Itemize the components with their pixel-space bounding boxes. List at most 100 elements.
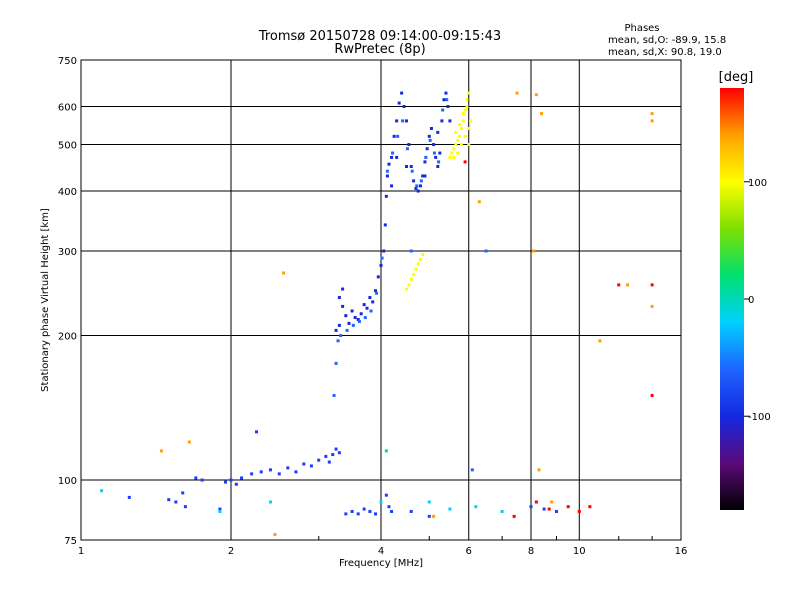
data-point	[337, 296, 341, 300]
data-point	[444, 91, 448, 95]
data-point	[347, 321, 351, 325]
data-point	[167, 498, 171, 502]
data-point	[512, 514, 516, 518]
data-point	[390, 155, 394, 159]
data-point	[418, 258, 422, 262]
data-point	[650, 304, 654, 308]
data-point	[469, 119, 473, 123]
data-point	[395, 119, 399, 123]
data-point	[419, 179, 423, 183]
data-point	[427, 514, 431, 518]
data-point	[427, 134, 431, 138]
data-point	[282, 271, 286, 275]
data-point	[376, 275, 380, 279]
data-point	[371, 300, 375, 304]
y-tick-label: 100	[58, 476, 77, 487]
data-point	[387, 162, 391, 166]
data-point	[218, 507, 222, 511]
x-tick-label: 2	[228, 546, 234, 557]
data-point	[467, 91, 471, 95]
data-point	[425, 147, 429, 151]
data-point	[416, 262, 420, 266]
data-point	[459, 143, 463, 147]
data-point	[218, 509, 222, 513]
data-point	[410, 169, 414, 173]
data-point	[384, 194, 388, 198]
data-point	[250, 472, 254, 476]
data-point	[334, 447, 338, 451]
data-point	[391, 151, 395, 155]
data-point	[434, 155, 438, 159]
data-point	[324, 454, 328, 458]
data-point	[650, 283, 654, 287]
data-point	[414, 186, 418, 190]
chart-subtitle: RwPretec (8p)	[334, 42, 425, 57]
x-tick-label: 16	[675, 546, 688, 557]
phase-stats-o: mean, sd,O: -89.9, 15.8	[608, 35, 726, 46]
data-point	[467, 126, 471, 130]
x-tick-label: 10	[573, 546, 586, 557]
data-point	[339, 334, 343, 338]
data-point	[254, 430, 258, 434]
data-point	[446, 105, 450, 109]
data-point	[416, 189, 420, 193]
data-point	[379, 500, 383, 504]
data-point	[350, 309, 354, 313]
data-point	[357, 319, 361, 323]
x-tick-label: 6	[466, 546, 472, 557]
data-point	[429, 126, 433, 130]
data-point	[477, 200, 481, 204]
data-point	[359, 312, 363, 316]
data-point	[380, 256, 384, 260]
data-point	[345, 328, 349, 332]
data-point	[368, 509, 372, 513]
data-point	[384, 493, 388, 497]
data-point	[384, 449, 388, 453]
phase-stats-header: Phases	[624, 23, 659, 34]
data-point	[344, 512, 348, 516]
data-point	[534, 500, 538, 504]
data-point	[369, 309, 373, 313]
data-point	[440, 119, 444, 123]
data-point	[450, 151, 454, 155]
data-point	[334, 328, 338, 332]
data-point	[404, 164, 408, 168]
data-point	[461, 112, 465, 116]
data-point	[588, 505, 592, 509]
phase-stats-x: mean, sd,X: 90.8, 19.0	[608, 47, 722, 58]
data-point	[547, 507, 551, 511]
data-point	[404, 287, 408, 291]
data-point	[412, 273, 416, 277]
data-point	[385, 174, 389, 178]
data-point	[465, 105, 469, 109]
data-point	[382, 249, 386, 253]
data-point	[368, 296, 372, 300]
data-point	[529, 505, 533, 509]
data-point	[500, 509, 504, 513]
data-point	[356, 317, 360, 321]
data-point	[337, 323, 341, 327]
y-tick-label: 200	[58, 332, 77, 343]
data-point	[259, 470, 263, 474]
data-point	[566, 505, 570, 509]
data-point	[385, 169, 389, 173]
data-point	[374, 289, 378, 293]
data-point	[363, 316, 367, 320]
data-point	[448, 507, 452, 511]
y-tick-label: 750	[58, 56, 77, 67]
data-point	[445, 98, 449, 102]
chart-title: Tromsø 20150728 09:14:00-09:15:43	[258, 29, 501, 44]
data-point	[463, 108, 467, 112]
data-point	[336, 339, 340, 343]
data-point	[224, 480, 228, 484]
data-point	[183, 505, 187, 509]
data-point	[400, 91, 404, 95]
data-point	[421, 253, 425, 257]
data-point	[309, 464, 313, 468]
data-point	[421, 174, 425, 178]
data-point	[174, 500, 178, 504]
data-point	[465, 98, 469, 102]
data-point	[463, 160, 467, 164]
data-point	[650, 119, 654, 123]
